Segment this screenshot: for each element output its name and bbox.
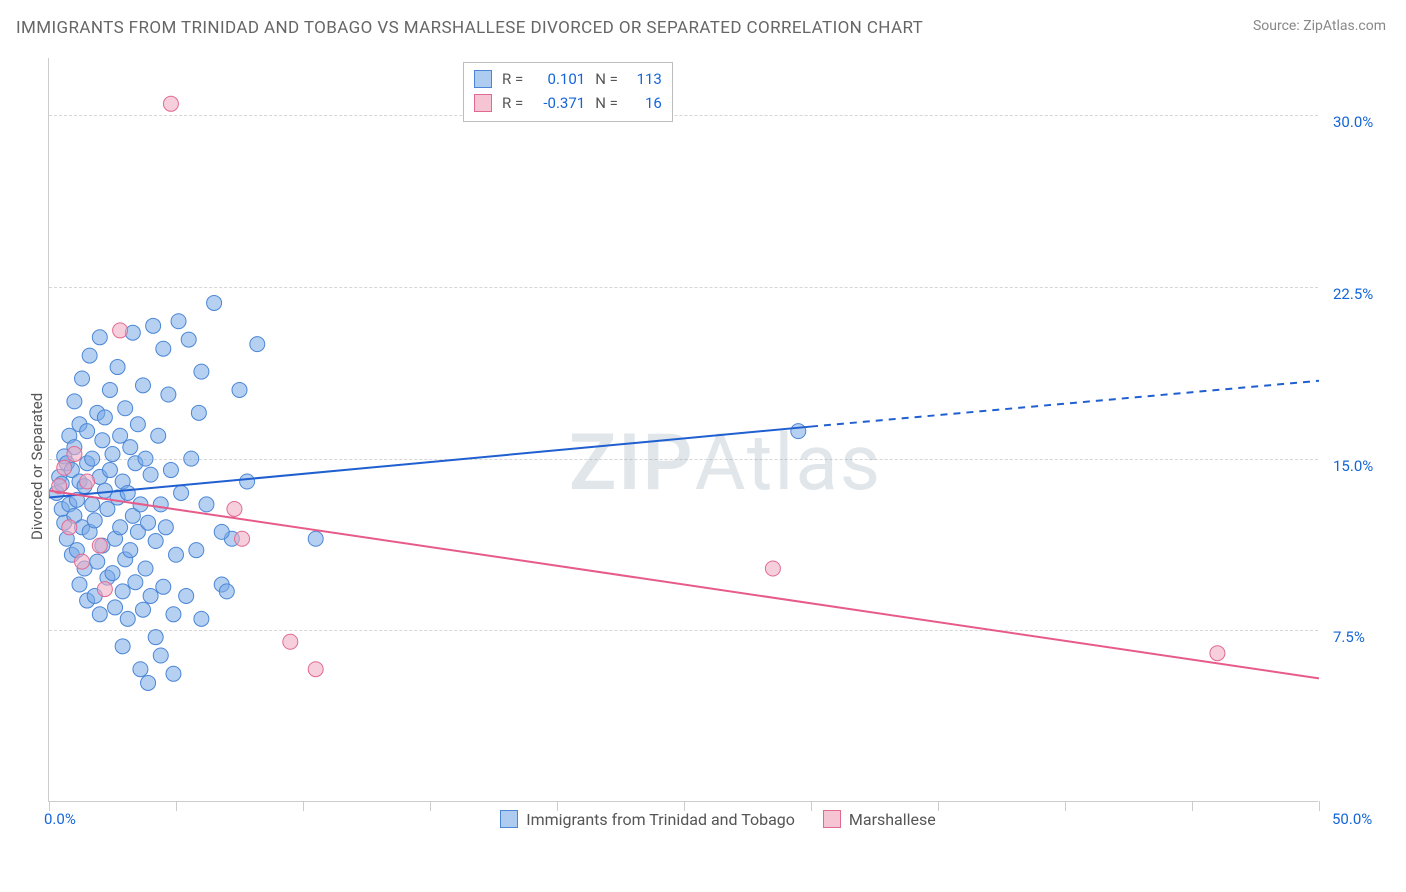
legend: Immigrants from Trinidad and Tobago Mars… <box>48 810 1388 828</box>
y-axis-title: Divorced or Separated <box>28 393 46 540</box>
legend-item-1: Immigrants from Trinidad and Tobago <box>500 810 795 828</box>
swatch-series-1 <box>474 70 492 88</box>
correlation-stats-box: R = 0.101 N = 113 R = -0.371 N = 16 <box>463 62 673 122</box>
y-tick-label: 22.5% <box>1333 285 1373 303</box>
r-value-series-1: 0.101 <box>533 70 585 88</box>
chart-title: IMMIGRANTS FROM TRINIDAD AND TOBAGO VS M… <box>16 18 923 38</box>
stats-row-series-2: R = -0.371 N = 16 <box>474 91 662 115</box>
plot-area: ZIPAtlas R = 0.101 N = 113 R = -0.371 N … <box>48 58 1318 802</box>
y-tick-label: 15.0% <box>1333 457 1373 475</box>
n-label: N = <box>595 70 618 88</box>
legend-label-2: Marshallese <box>849 810 936 829</box>
r-label: R = <box>502 94 523 112</box>
source-attribution: Source: ZipAtlas.com <box>1253 18 1386 34</box>
legend-item-2: Marshallese <box>823 810 936 828</box>
y-tick-label: 7.5% <box>1333 628 1365 646</box>
trend-lines-layer <box>49 58 1319 802</box>
trend-line-marshallese <box>49 491 1319 679</box>
source-link[interactable]: ZipAtlas.com <box>1303 18 1386 34</box>
legend-label-1: Immigrants from Trinidad and Tobago <box>526 810 795 829</box>
source-prefix: Source: <box>1253 18 1303 34</box>
trend-line-extrapolated-trinidad <box>811 381 1319 427</box>
swatch-series-2 <box>474 94 492 112</box>
n-value-series-1: 113 <box>628 70 662 88</box>
chart-container: ZIPAtlas R = 0.101 N = 113 R = -0.371 N … <box>48 58 1388 828</box>
n-label: N = <box>595 94 618 112</box>
r-label: R = <box>502 70 523 88</box>
stats-row-series-1: R = 0.101 N = 113 <box>474 67 662 91</box>
y-tick-label: 30.0% <box>1333 113 1373 131</box>
legend-swatch-2 <box>823 810 841 828</box>
r-value-series-2: -0.371 <box>533 94 585 112</box>
trend-line-trinidad <box>49 427 811 498</box>
n-value-series-2: 16 <box>628 94 662 112</box>
legend-swatch-1 <box>500 810 518 828</box>
